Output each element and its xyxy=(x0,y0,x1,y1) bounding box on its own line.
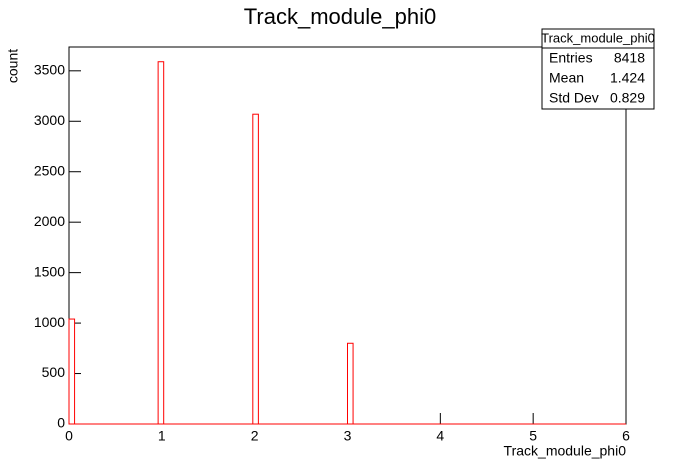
x-tick-label: 5 xyxy=(529,428,537,444)
bar xyxy=(347,342,354,425)
stats-box xyxy=(541,28,655,110)
y-tick-label: 2500 xyxy=(34,162,65,178)
x-tick-label: 1 xyxy=(158,428,166,444)
x-tick-label: 0 xyxy=(65,428,73,444)
y-tick-label: 0 xyxy=(57,415,65,431)
stats-label: Entries xyxy=(549,50,593,66)
stats-title: Track_module_phi0 xyxy=(541,30,655,45)
x-tick-label: 2 xyxy=(251,428,259,444)
stats-value: 1.424 xyxy=(610,70,645,86)
bar xyxy=(252,113,259,425)
stats-value: 8418 xyxy=(614,50,645,66)
y-axis-label: count xyxy=(5,49,21,83)
x-tick-label: 3 xyxy=(344,428,352,444)
y-tick-label: 3000 xyxy=(34,112,65,128)
y-tick-label: 500 xyxy=(42,364,66,380)
chart-title: Track_module_phi0 xyxy=(244,4,436,29)
bar xyxy=(157,61,165,425)
stats-label: Std Dev xyxy=(549,90,599,106)
x-axis-label: Track_module_phi0 xyxy=(504,443,627,459)
y-tick-label: 3500 xyxy=(34,62,65,78)
stats-value: 0.829 xyxy=(610,90,645,106)
bar xyxy=(68,318,76,425)
stats-label: Mean xyxy=(549,70,584,86)
y-tick-label: 1000 xyxy=(34,314,65,330)
x-tick-label: 6 xyxy=(622,428,630,444)
y-tick-label: 2000 xyxy=(34,213,65,229)
x-tick-label: 4 xyxy=(436,428,444,444)
y-tick-label: 1500 xyxy=(34,263,65,279)
